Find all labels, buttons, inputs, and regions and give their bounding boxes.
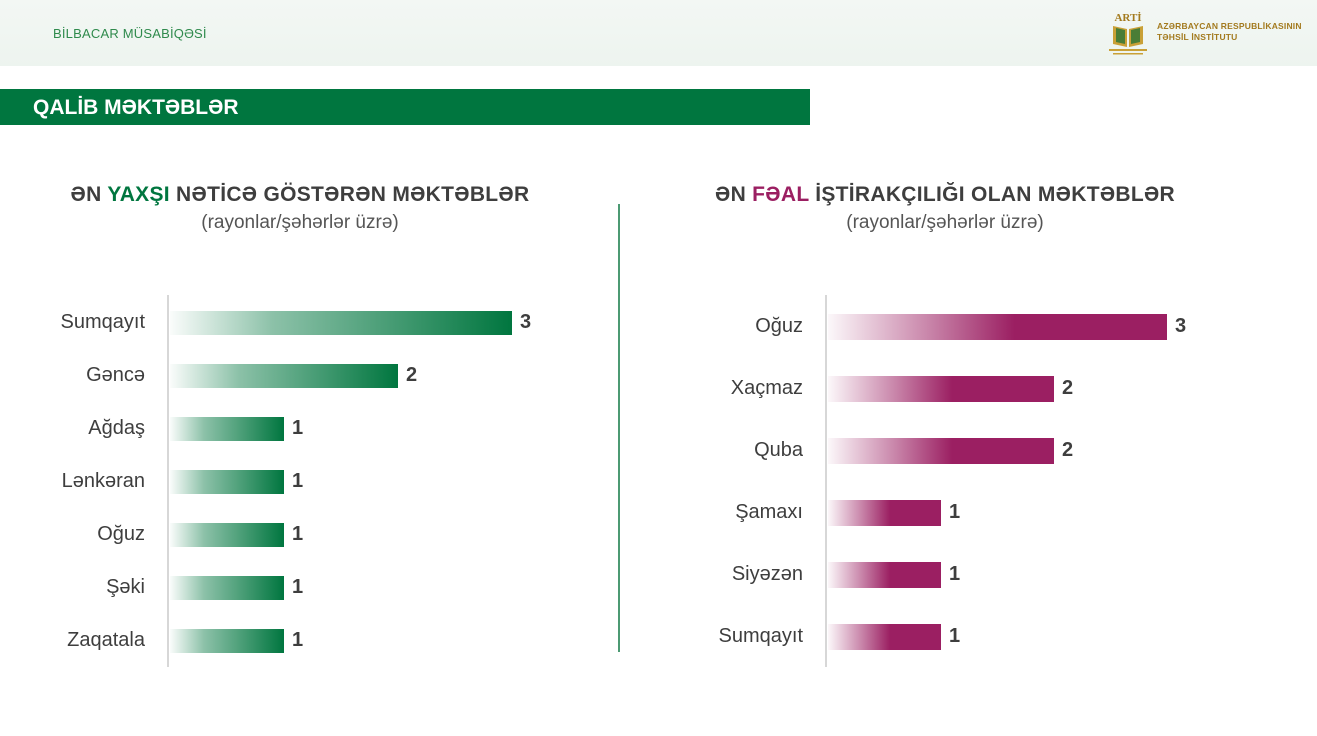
category-label: Oğuz bbox=[755, 315, 803, 337]
bar bbox=[828, 314, 1167, 340]
value-label: 1 bbox=[292, 576, 304, 598]
value-label: 1 bbox=[949, 625, 961, 647]
right-title-prefix: ƏN bbox=[715, 183, 753, 206]
right-chart-axis bbox=[825, 295, 827, 667]
left-title-prefix: ƏN bbox=[70, 183, 108, 206]
category-label: Xaçmaz bbox=[730, 377, 803, 399]
organization-name: AZƏRBAYCAN RESPUBLİKASININ TƏHSİL İNSTİT… bbox=[1157, 21, 1302, 43]
panel-divider bbox=[618, 204, 620, 652]
org-line-1: AZƏRBAYCAN RESPUBLİKASININ bbox=[1157, 21, 1302, 31]
value-label: 3 bbox=[1175, 315, 1187, 337]
book-logo-icon: ARTİ bbox=[1109, 12, 1147, 55]
header-title: BİLBACAR MÜSABİQƏSİ bbox=[53, 26, 207, 41]
bar bbox=[828, 624, 941, 650]
logo-text: ARTİ bbox=[1114, 12, 1141, 24]
category-label: Ağdaş bbox=[88, 417, 145, 439]
bar bbox=[170, 470, 284, 494]
category-label: Şəki bbox=[106, 576, 145, 598]
category-label: Siyəzən bbox=[731, 563, 803, 585]
value-label: 2 bbox=[1062, 377, 1074, 399]
right-chart-subtitle: (rayonlar/şəhərlər üzrə) bbox=[846, 212, 1044, 233]
category-label: Zaqatala bbox=[67, 629, 145, 651]
right-chart-title: ƏN FƏAL İŞTİRAKÇILIĞI OLAN MƏKTƏBLƏR bbox=[700, 183, 1190, 207]
section-banner: QALİB MƏKTƏBLƏR bbox=[0, 89, 810, 125]
bar bbox=[828, 376, 1054, 402]
left-chart-subtitle: (rayonlar/şəhərlər üzrə) bbox=[201, 212, 399, 233]
left-chart-axis bbox=[167, 295, 169, 667]
value-label: 1 bbox=[292, 629, 304, 651]
bar bbox=[170, 417, 284, 441]
value-label: 1 bbox=[949, 563, 961, 585]
bar bbox=[170, 576, 284, 600]
category-label: Gəncə bbox=[86, 364, 145, 386]
right-title-suffix: İŞTİRAKÇILIĞI OLAN MƏKTƏBLƏR bbox=[809, 183, 1175, 206]
category-label: Sumqayıt bbox=[718, 625, 803, 647]
section-title: QALİB MƏKTƏBLƏR bbox=[33, 96, 239, 119]
value-label: 1 bbox=[292, 523, 304, 545]
org-line-2: TƏHSİL İNSTİTUTU bbox=[1157, 32, 1238, 42]
value-label: 1 bbox=[292, 417, 304, 439]
value-label: 1 bbox=[292, 470, 304, 492]
category-label: Oğuz bbox=[97, 523, 145, 545]
left-chart-title: ƏN YAXŞI NƏTİCƏ GÖSTƏRƏN MƏKTƏBLƏR bbox=[60, 183, 540, 207]
value-label: 3 bbox=[520, 311, 532, 333]
left-title-suffix: NƏTİCƏ GÖSTƏRƏN MƏKTƏBLƏR bbox=[169, 183, 530, 206]
category-label: Sumqayıt bbox=[60, 311, 145, 333]
category-label: Quba bbox=[754, 439, 803, 461]
left-title-accent: YAXŞI bbox=[107, 183, 170, 206]
bar bbox=[828, 438, 1054, 464]
bar bbox=[828, 562, 941, 588]
right-title-accent: FƏAL bbox=[752, 183, 810, 206]
bar bbox=[170, 523, 284, 547]
value-label: 1 bbox=[949, 501, 961, 523]
top-header: BİLBACAR MÜSABİQƏSİ ARTİ AZƏRBAYCAN RESP… bbox=[0, 0, 1317, 66]
bar bbox=[170, 629, 284, 653]
bar bbox=[828, 500, 941, 526]
bar bbox=[170, 311, 512, 335]
value-label: 2 bbox=[406, 364, 418, 386]
bar bbox=[170, 364, 398, 388]
category-label: Şamaxı bbox=[735, 501, 803, 523]
value-label: 2 bbox=[1062, 439, 1074, 461]
category-label: Lənkəran bbox=[61, 470, 145, 492]
